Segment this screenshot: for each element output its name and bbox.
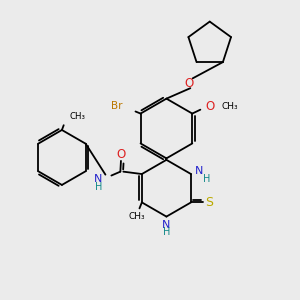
Text: O: O bbox=[116, 148, 126, 160]
Text: H: H bbox=[163, 227, 170, 237]
Text: N: N bbox=[162, 220, 171, 230]
Text: N: N bbox=[94, 173, 102, 184]
Text: S: S bbox=[206, 196, 214, 209]
Text: N: N bbox=[195, 166, 203, 176]
Text: CH₃: CH₃ bbox=[221, 102, 238, 111]
Text: O: O bbox=[206, 100, 215, 112]
Text: H: H bbox=[203, 174, 210, 184]
Text: H: H bbox=[95, 182, 102, 192]
Text: O: O bbox=[184, 77, 194, 90]
Text: CH₃: CH₃ bbox=[128, 212, 145, 221]
Text: Br: Br bbox=[111, 100, 123, 110]
Text: CH₃: CH₃ bbox=[70, 112, 86, 122]
